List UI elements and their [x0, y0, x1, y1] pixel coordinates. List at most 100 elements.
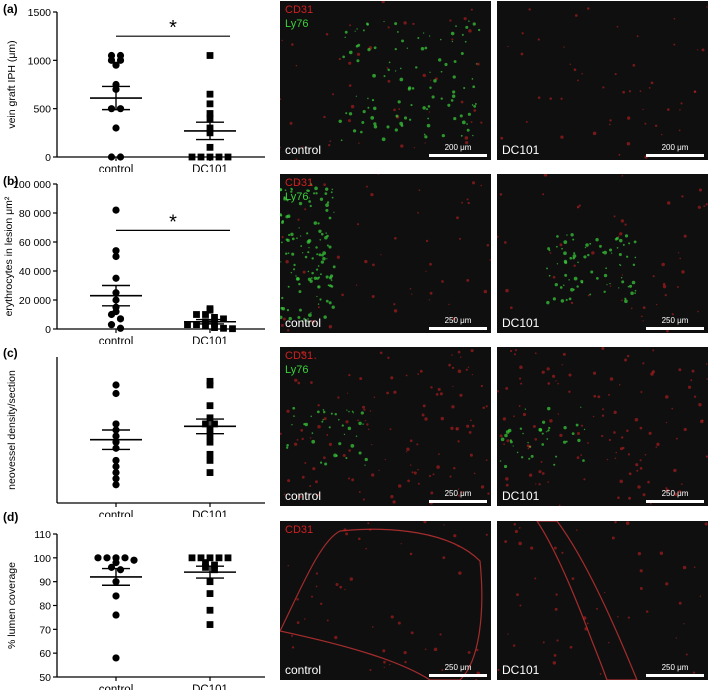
cd31-speckle — [370, 193, 374, 197]
cd31-speckle — [609, 377, 614, 381]
cd31-speckle — [317, 493, 320, 497]
cd31-speckle — [574, 14, 578, 17]
cd31-speckle — [342, 454, 346, 458]
stain-label-cd31: CD31 — [285, 177, 314, 189]
cd31-speckle — [514, 349, 518, 352]
ly76-speckle — [546, 267, 548, 270]
data-point-control — [107, 310, 116, 319]
cd31-speckle — [652, 349, 655, 352]
cd31-speckle — [652, 275, 655, 278]
ly76-speckle — [317, 265, 320, 267]
cd31-speckle — [632, 63, 636, 67]
data-point-dc101 — [206, 414, 214, 422]
ly76-speckle — [317, 285, 321, 289]
cd31-speckle — [662, 282, 666, 286]
cd31-speckle — [626, 354, 630, 358]
micrograph-texture — [500, 6, 708, 159]
cd31-speckle — [542, 193, 545, 196]
cd31-speckle — [553, 546, 557, 550]
scatter-chart: 0 20 000 40 000 60 000 80 000 100 000 erythroc… — [3, 179, 265, 344]
ly76-speckle — [317, 222, 320, 225]
cd31-speckle — [371, 295, 375, 298]
cd31-speckle — [553, 653, 557, 657]
data-point-control — [94, 554, 102, 562]
cd31-speckle — [480, 384, 483, 388]
ly76-speckle — [348, 50, 353, 55]
cd31-speckle — [311, 320, 315, 324]
cd31-speckle — [521, 32, 524, 35]
cd31-speckle — [301, 475, 305, 479]
cd31-speckle — [580, 424, 584, 427]
cd31-speckle — [624, 223, 627, 226]
ly76-speckle — [590, 270, 594, 274]
cd31-speckle — [518, 405, 521, 408]
cd31-speckle — [393, 108, 396, 112]
ly76-speckle — [433, 79, 437, 83]
cd31-speckle — [296, 438, 299, 441]
scale-bar-label: 200 μm — [444, 143, 472, 152]
cd31-speckle — [648, 431, 652, 435]
cd31-speckle — [513, 522, 517, 526]
ly76-speckle — [323, 410, 326, 414]
cd31-speckle — [379, 351, 383, 355]
ly76-speckle — [461, 120, 466, 125]
ly76-speckle — [572, 254, 577, 258]
ly76-speckle — [394, 22, 398, 26]
cd31-speckle — [537, 96, 541, 99]
cd31-speckle — [466, 198, 469, 201]
ly76-speckle — [633, 240, 637, 244]
ly76-speckle — [566, 234, 568, 236]
ly76-speckle — [373, 106, 377, 111]
ly76-speckle — [397, 100, 401, 104]
cd31-speckle — [679, 257, 682, 260]
ly76-speckle — [568, 297, 572, 301]
cd31-speckle — [469, 453, 473, 457]
ly76-speckle — [290, 188, 294, 191]
cd31-speckle — [282, 317, 286, 321]
ly76-speckle — [311, 439, 316, 444]
ly76-speckle — [341, 424, 344, 427]
ly76-speckle — [367, 106, 370, 109]
cd31-speckle — [573, 68, 577, 72]
cd31-speckle — [320, 602, 323, 605]
cd31-speckle — [587, 442, 590, 444]
cd31-speckle — [639, 426, 643, 430]
cd31-speckle — [659, 551, 664, 555]
cd31-speckle — [449, 19, 452, 22]
cd31-speckle — [685, 492, 687, 494]
ly76-speckle — [547, 406, 551, 411]
cd31-speckle — [422, 73, 427, 78]
cd31-speckle — [371, 473, 375, 477]
cd31-speckle — [666, 329, 669, 333]
ly76-speckle — [281, 307, 286, 311]
cd31-speckle — [640, 391, 643, 394]
ly76-speckle — [466, 128, 470, 132]
cd31-speckle — [576, 205, 580, 209]
cd31-speckle — [516, 593, 519, 597]
cd31-speckle — [602, 86, 605, 89]
cd31-speckle — [369, 528, 372, 531]
ly76-speckle — [307, 320, 310, 323]
cd31-speckle — [416, 443, 419, 446]
cd31-speckle — [344, 589, 346, 591]
micrograph-texture — [497, 521, 708, 680]
ly76-speckle — [547, 247, 551, 251]
cd31-speckle — [528, 473, 533, 477]
cd31-speckle — [592, 131, 597, 136]
micrograph-texture — [280, 1, 483, 160]
cd31-speckle — [442, 556, 446, 560]
cd31-speckle — [295, 158, 298, 160]
cd31-speckle — [368, 428, 370, 430]
cd31-speckle — [543, 174, 548, 177]
ly76-speckle — [394, 70, 397, 72]
ly76-speckle — [350, 443, 355, 448]
ly76-speckle — [301, 320, 304, 322]
ly76-speckle — [539, 428, 543, 432]
y-tick-label: 60 000 — [19, 237, 51, 249]
cd31-speckle — [678, 490, 682, 493]
ly76-speckle — [324, 192, 328, 195]
micrograph-dc101-row-3: DC101 250 μm — [497, 347, 708, 506]
ly76-speckle — [314, 186, 318, 191]
cd31-speckle — [487, 492, 490, 495]
